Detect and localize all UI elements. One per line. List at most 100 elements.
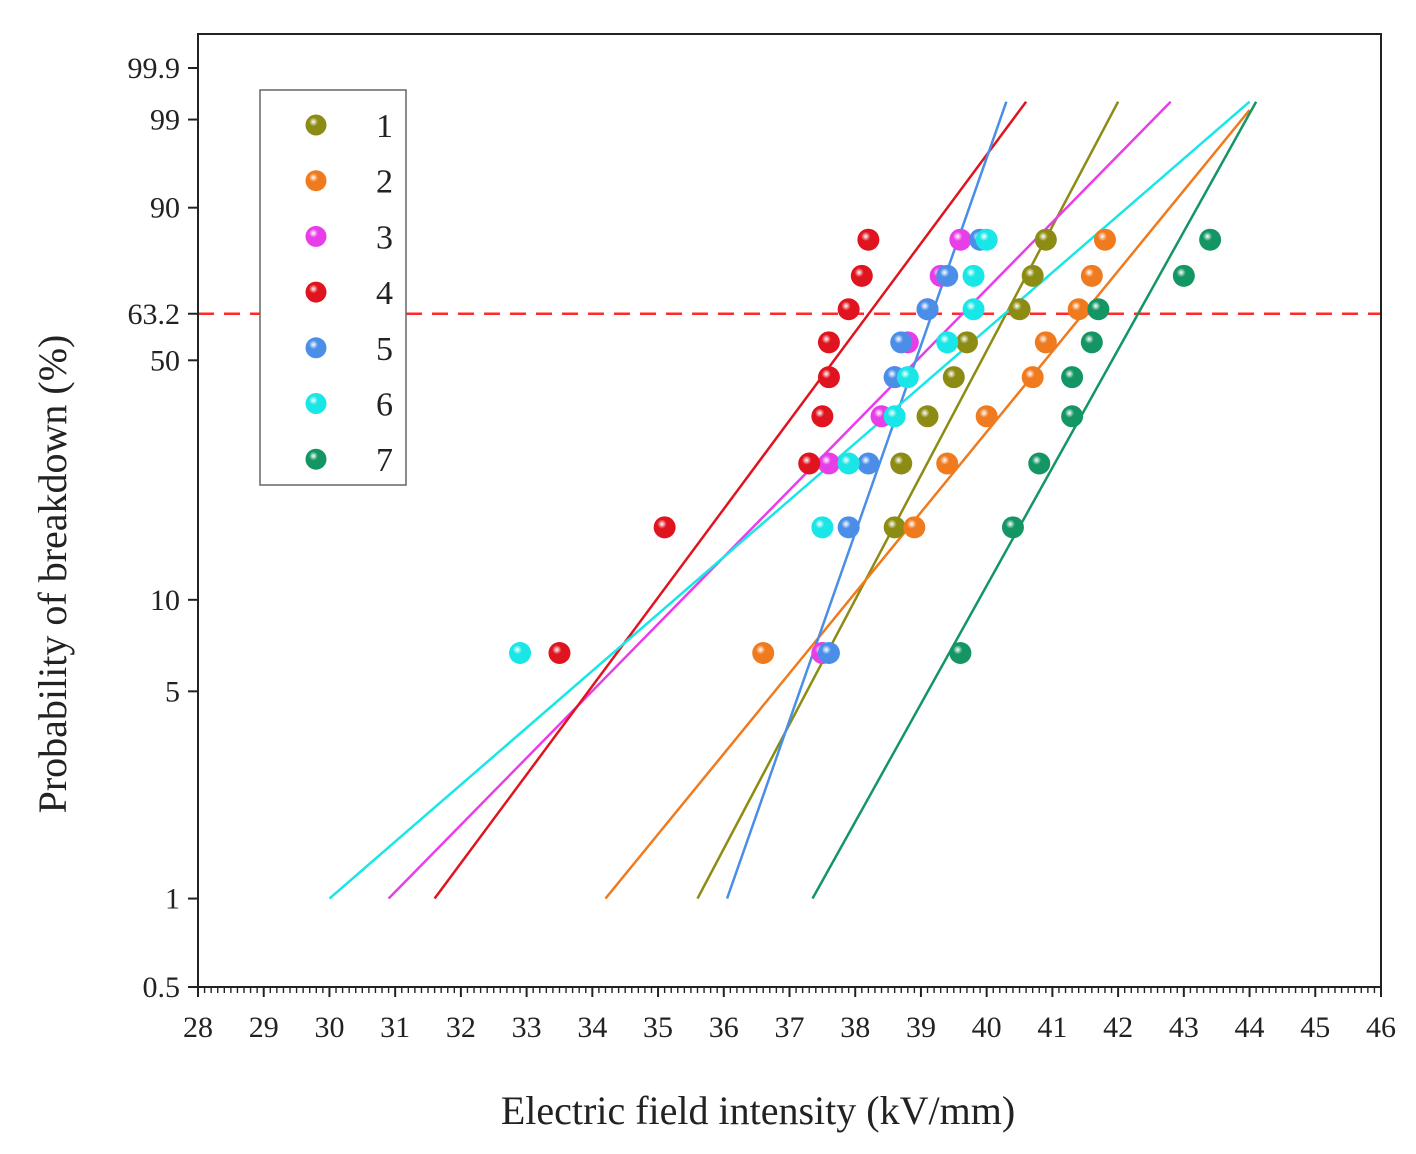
x-tick-label: 38 — [840, 1011, 870, 1044]
legend-label-series-5: 5 — [376, 331, 393, 368]
x-tick-label: 31 — [380, 1011, 410, 1044]
data-point-series-6 — [962, 264, 985, 287]
data-point-series-1 — [1021, 264, 1044, 287]
legend-marker-series-2 — [305, 170, 327, 192]
data-point-series-7 — [1080, 331, 1103, 354]
y-tick-label: 0.5 — [143, 971, 181, 1004]
y-axis-title: Probability of breakdown (%) — [30, 335, 75, 814]
y-tick-label: 10 — [150, 584, 180, 617]
x-tick-label: 41 — [1037, 1011, 1067, 1044]
legend-label-series-4: 4 — [376, 275, 393, 312]
legend-marker-series-7 — [305, 448, 327, 470]
legend-marker-series-5 — [305, 337, 327, 359]
data-point-series-4 — [817, 366, 840, 389]
data-point-series-1 — [883, 516, 906, 539]
fit-line-series-6 — [328, 100, 1251, 900]
data-point-series-5 — [837, 516, 860, 539]
data-point-series-5 — [890, 331, 913, 354]
data-point-series-6 — [509, 641, 532, 664]
data-point-series-1 — [942, 366, 965, 389]
data-point-series-4 — [811, 405, 834, 428]
legend-label-series-2: 2 — [376, 164, 393, 201]
data-point-series-1 — [1008, 298, 1031, 321]
x-tick-label: 35 — [643, 1011, 673, 1044]
legend-label-series-3: 3 — [376, 219, 393, 256]
data-point-series-2 — [1021, 366, 1044, 389]
data-point-series-7 — [949, 641, 972, 664]
legend-label-series-1: 1 — [376, 108, 393, 145]
data-point-series-6 — [883, 405, 906, 428]
x-tick-label: 44 — [1235, 1011, 1265, 1044]
data-point-series-7 — [1061, 366, 1084, 389]
fit-line-series-4 — [433, 100, 1028, 900]
axes: 28 29 30 31 32 33 34 35 36 37 38 39 40 41 42 43 44 45 460.… — [128, 33, 1396, 1044]
data-point-series-4 — [798, 452, 821, 475]
x-tick-label: 46 — [1366, 1011, 1396, 1044]
data-point-series-7 — [1061, 405, 1084, 428]
x-tick-label: 42 — [1103, 1011, 1133, 1044]
data-point-series-7 — [1172, 264, 1195, 287]
data-point-series-2 — [1034, 331, 1057, 354]
data-point-series-5 — [916, 298, 939, 321]
x-tick-label: 36 — [709, 1011, 739, 1044]
data-point-series-2 — [752, 641, 775, 664]
legend-marker-series-3 — [305, 225, 327, 247]
data-point-series-7 — [1028, 452, 1051, 475]
data-point-series-2 — [1093, 228, 1116, 251]
x-tick-label: 43 — [1169, 1011, 1199, 1044]
x-tick-label: 33 — [512, 1011, 542, 1044]
fit-lines — [328, 100, 1258, 900]
fit-line-series-3 — [387, 100, 1172, 900]
data-point-series-1 — [890, 452, 913, 475]
legend: 1 2 3 4 5 6 7 — [259, 89, 407, 486]
data-point-series-6 — [811, 516, 834, 539]
data-point-series-2 — [1080, 264, 1103, 287]
data-point-series-6 — [896, 366, 919, 389]
legend-label-series-7: 7 — [376, 442, 393, 479]
data-point-series-3 — [817, 452, 840, 475]
data-point-series-7 — [1001, 516, 1024, 539]
x-tick-label: 40 — [972, 1011, 1002, 1044]
data-point-series-6 — [975, 228, 998, 251]
data-point-series-4 — [817, 331, 840, 354]
y-tick-label: 5 — [165, 675, 180, 708]
data-point-series-1 — [916, 405, 939, 428]
x-tick-label: 30 — [314, 1011, 344, 1044]
data-point-series-1 — [1034, 228, 1057, 251]
fit-line-series-7 — [811, 101, 1258, 900]
data-point-series-5 — [817, 641, 840, 664]
x-tick-label: 28 — [183, 1011, 213, 1044]
y-tick-label: 50 — [150, 344, 180, 377]
legend-label-series-6: 6 — [376, 387, 393, 424]
data-point-series-6 — [936, 331, 959, 354]
x-tick-label: 34 — [577, 1011, 607, 1044]
y-tick-label: 1 — [165, 883, 180, 916]
data-point-series-4 — [548, 641, 571, 664]
data-point-series-7 — [1199, 228, 1222, 251]
legend-marker-series-6 — [305, 393, 327, 414]
y-tick-label: 99 — [150, 104, 180, 137]
fit-line-series-2 — [604, 109, 1251, 900]
data-point-series-6 — [837, 452, 860, 475]
data-point-series-7 — [1087, 298, 1110, 321]
fit-line-series-5 — [725, 101, 1008, 899]
data-point-series-5 — [936, 264, 959, 287]
data-point-series-4 — [857, 228, 880, 251]
legend-marker-series-1 — [305, 114, 327, 136]
data-point-series-2 — [1067, 298, 1090, 321]
data-point-series-4 — [837, 298, 860, 321]
data-point-series-4 — [653, 516, 676, 539]
y-tick-label: 90 — [150, 192, 180, 225]
y-tick-label: 99.9 — [128, 52, 181, 85]
data-points — [509, 228, 1222, 664]
legend-box — [259, 89, 407, 486]
data-point-series-5 — [857, 452, 880, 475]
data-point-series-1 — [955, 331, 978, 354]
data-point-series-6 — [962, 298, 985, 321]
x-tick-label: 29 — [249, 1011, 279, 1044]
legend-marker-series-4 — [305, 281, 327, 303]
x-tick-label: 45 — [1300, 1011, 1330, 1044]
data-point-series-2 — [975, 405, 998, 428]
y-tick-label: 63.2 — [128, 298, 181, 331]
data-point-series-4 — [850, 264, 873, 287]
